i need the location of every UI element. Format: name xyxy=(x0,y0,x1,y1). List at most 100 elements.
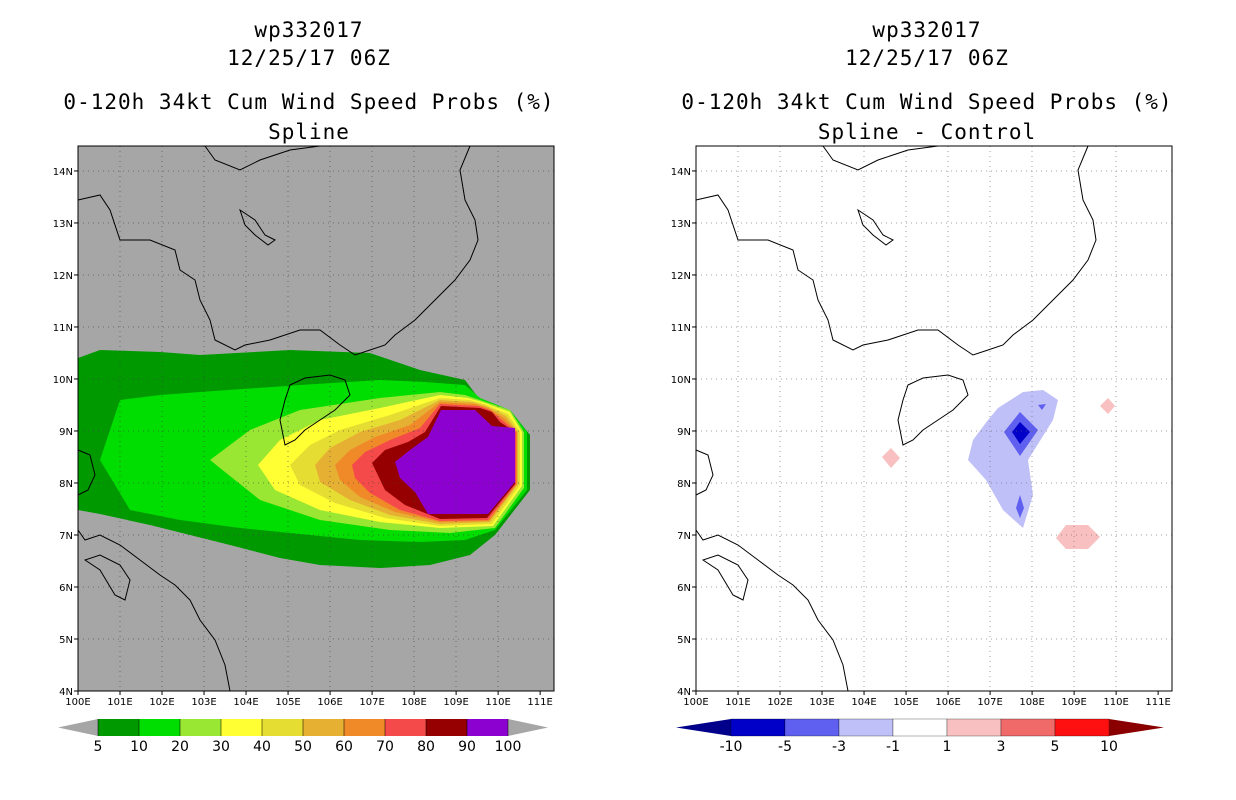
diff-pos-1a xyxy=(882,448,900,468)
cbar-segment xyxy=(1000,718,1056,737)
lat-tick-label: 11N xyxy=(671,323,691,334)
cbar-label: 10 xyxy=(130,739,148,755)
cbar-label: 10 xyxy=(1100,739,1118,755)
coastline xyxy=(695,145,1097,692)
lon-tick-label: 102E xyxy=(767,697,792,708)
lat-tick-label: 5N xyxy=(677,635,691,646)
lon-tick-label: 110E xyxy=(1103,697,1128,708)
cbar-label: 100 xyxy=(495,739,522,755)
lon-tick-label: 107E xyxy=(977,697,1002,708)
lon-tick-label: 105E xyxy=(893,697,918,708)
diff-pos-1c xyxy=(1100,398,1115,414)
lon-tick-label: 111E xyxy=(1145,697,1170,708)
lat-tick-label: 10N xyxy=(671,375,691,386)
probability-map: 100E 101E 102E 103E 104E 105E 106E 107E 108E 109E… xyxy=(53,145,555,755)
map-frame xyxy=(77,145,555,692)
lon-tick-label: 109E xyxy=(1061,697,1086,708)
cbar-label: 30 xyxy=(212,739,230,755)
lat-tick-label: 8N xyxy=(59,479,73,490)
cbar-label: 90 xyxy=(458,739,476,755)
cbar-label: -1 xyxy=(886,739,900,755)
cbar-segment xyxy=(344,719,385,736)
lon-tick-label: 100E xyxy=(65,697,90,708)
lat-tick-label: 14N xyxy=(53,167,73,178)
lat-tick-label: 10N xyxy=(53,375,73,386)
lat-tick-label: 5N xyxy=(59,635,73,646)
cbar-segment xyxy=(385,719,426,736)
datetime: 12/25/17 06Z xyxy=(845,46,1009,70)
lon-tick-label: 104E xyxy=(851,697,876,708)
difference-contours xyxy=(882,390,1115,549)
lat-tick-label: 4N xyxy=(59,687,73,698)
lon-tick-label: 107E xyxy=(359,697,384,708)
lat-tick-label: 6N xyxy=(677,583,691,594)
cbar-label: -3 xyxy=(832,739,846,755)
cbar-label: 70 xyxy=(376,739,394,755)
cbar-segment xyxy=(946,718,1002,737)
lat-tick-label: 13N xyxy=(671,219,691,230)
map-background xyxy=(696,146,1172,691)
axis-ticks: 100E 101E 102E 103E 104E 105E 106E 107E 108E 109E… xyxy=(53,167,553,708)
lon-tick-label: 102E xyxy=(149,697,174,708)
datetime: 12/25/17 06Z xyxy=(227,46,391,70)
cbar-label: 3 xyxy=(997,739,1006,755)
diff-neg-1 xyxy=(968,390,1058,528)
map-frame xyxy=(695,145,1173,692)
cbar-extend-high xyxy=(1109,719,1164,736)
lon-tick-label: 110E xyxy=(485,697,510,708)
lon-tick-label: 103E xyxy=(809,697,834,708)
cbar-segment xyxy=(139,719,180,736)
cbar-segment xyxy=(180,719,221,736)
difference-map: 100E 101E 102E 103E 104E 105E 106E 107E 108E 109E… xyxy=(671,145,1173,755)
cbar-segment xyxy=(221,719,262,736)
cbar-extend-low xyxy=(58,719,98,736)
gridlines xyxy=(696,146,1172,691)
diff-neg-3c xyxy=(1038,404,1046,410)
colorbar: 5 10 20 30 40 50 60 70 80 90 100 xyxy=(58,719,548,755)
cbar-extend-high xyxy=(508,719,548,736)
diff-pos-1b xyxy=(1056,525,1100,549)
lat-tick-label: 14N xyxy=(671,167,691,178)
cbar-label: 5 xyxy=(1051,739,1060,755)
cbar-segment xyxy=(98,719,139,736)
cbar-label: 50 xyxy=(294,739,312,755)
lat-tick-label: 12N xyxy=(671,271,691,282)
cbar-segment xyxy=(784,718,840,737)
lat-tick-label: 8N xyxy=(677,479,691,490)
subtitle: Spline - Control xyxy=(817,120,1037,144)
lon-tick-label: 108E xyxy=(1019,697,1044,708)
probability-contours xyxy=(78,350,530,568)
lat-tick-label: 7N xyxy=(59,531,73,542)
diff-neg-3b xyxy=(1016,495,1024,518)
lat-tick-label: 11N xyxy=(53,323,73,334)
cbar-segment xyxy=(426,719,467,736)
lat-tick-label: 7N xyxy=(677,531,691,542)
lon-tick-label: 101E xyxy=(725,697,750,708)
cbar-segment xyxy=(730,718,786,737)
cbar-segment xyxy=(262,719,303,736)
cbar-segment xyxy=(1054,718,1110,737)
lon-tick-label: 108E xyxy=(401,697,426,708)
cbar-segment xyxy=(303,719,344,736)
cbar-label: 5 xyxy=(94,739,103,755)
colorbar: -10 -5 -3 -1 1 3 5 10 xyxy=(676,718,1164,755)
cbar-segment xyxy=(892,718,948,737)
storm-id: wp332017 xyxy=(872,18,982,42)
panel-spline-minus-control: wp332017 12/25/17 06Z 0-120h 34kt Cum Wi… xyxy=(618,0,1236,800)
lat-tick-label: 9N xyxy=(59,427,73,438)
storm-id: wp332017 xyxy=(254,18,364,42)
lon-tick-label: 100E xyxy=(683,697,708,708)
lat-tick-label: 12N xyxy=(53,271,73,282)
product-title: 0-120h 34kt Cum Wind Speed Probs (%) xyxy=(63,90,555,114)
lon-tick-label: 111E xyxy=(527,697,552,708)
panel-spline: wp332017 12/25/17 06Z 0-120h 34kt Cum Wi… xyxy=(53,18,555,755)
diff-neg-5 xyxy=(1012,422,1030,444)
lon-tick-label: 109E xyxy=(443,697,468,708)
contour-90 xyxy=(395,410,515,514)
cbar-segment xyxy=(467,719,508,736)
product-title: 0-120h 34kt Cum Wind Speed Probs (%) xyxy=(681,90,1173,114)
lon-tick-label: 106E xyxy=(317,697,342,708)
lat-tick-label: 6N xyxy=(59,583,73,594)
lon-tick-label: 104E xyxy=(233,697,258,708)
lat-tick-label: 13N xyxy=(53,219,73,230)
